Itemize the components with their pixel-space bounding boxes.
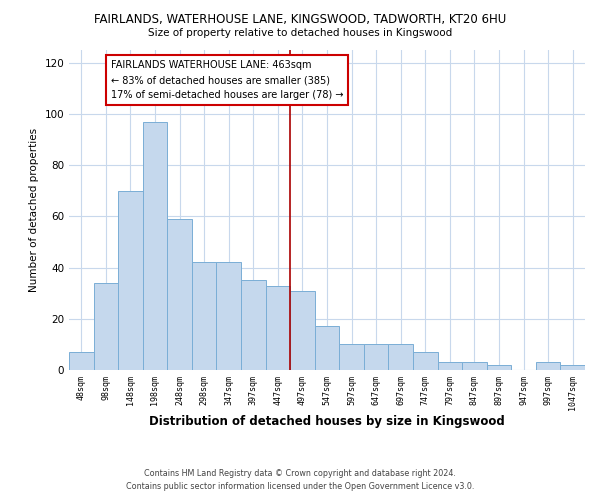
Bar [118,191,143,370]
Bar [192,262,217,370]
Bar [364,344,388,370]
Bar [167,219,192,370]
Bar [290,290,315,370]
Text: Size of property relative to detached houses in Kingswood: Size of property relative to detached ho… [148,28,452,38]
Bar [339,344,364,370]
Text: FAIRLANDS, WATERHOUSE LANE, KINGSWOOD, TADWORTH, KT20 6HU: FAIRLANDS, WATERHOUSE LANE, KINGSWOOD, T… [94,12,506,26]
Bar [241,280,266,370]
Text: Contains HM Land Registry data © Crown copyright and database right 2024.
Contai: Contains HM Land Registry data © Crown c… [126,470,474,491]
Bar [413,352,437,370]
Bar [217,262,241,370]
Bar [266,286,290,370]
Text: FAIRLANDS WATERHOUSE LANE: 463sqm
← 83% of detached houses are smaller (385)
17%: FAIRLANDS WATERHOUSE LANE: 463sqm ← 83% … [111,60,343,100]
Bar [437,362,462,370]
Bar [69,352,94,370]
Y-axis label: Number of detached properties: Number of detached properties [29,128,39,292]
Bar [315,326,339,370]
X-axis label: Distribution of detached houses by size in Kingswood: Distribution of detached houses by size … [149,416,505,428]
Bar [487,365,511,370]
Bar [560,365,585,370]
Bar [388,344,413,370]
Bar [536,362,560,370]
Bar [94,283,118,370]
Bar [462,362,487,370]
Bar [143,122,167,370]
